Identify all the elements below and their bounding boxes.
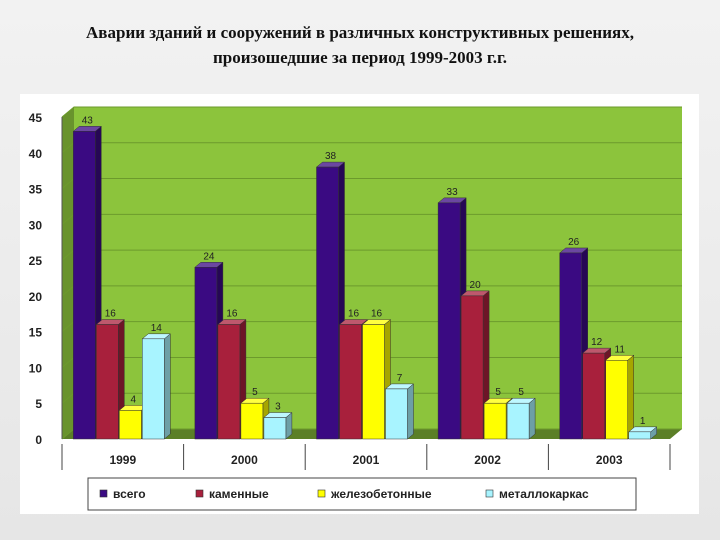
- data-label: 43: [82, 115, 94, 126]
- data-label: 38: [325, 151, 337, 162]
- legend-swatch: [317, 489, 326, 498]
- legend-label: всего: [113, 487, 146, 501]
- bar-2-0: [316, 166, 339, 440]
- legend-label: каменные: [209, 487, 269, 501]
- bar-side: [528, 397, 536, 440]
- x-tick-label: 2002: [474, 453, 501, 467]
- bar-0-1: [96, 324, 119, 440]
- data-label: 16: [226, 309, 238, 320]
- data-label: 26: [568, 237, 580, 248]
- data-label: 24: [203, 251, 215, 262]
- bar-0-3: [142, 338, 165, 440]
- side-wall: [62, 107, 74, 439]
- y-tick-label: 30: [29, 218, 43, 232]
- bar-3-0: [437, 202, 461, 440]
- data-label: 11: [615, 344, 626, 355]
- legend-swatch: [99, 489, 108, 498]
- chart-image: 0 5 10 15 20 25 30 35 40 45 43 16 4 14 1999 24 16 5 3 2000 3…: [20, 94, 699, 514]
- bar-side: [407, 383, 414, 440]
- bar-1-1: [217, 324, 241, 440]
- y-tick-label: 45: [29, 111, 43, 125]
- bar-1-2: [240, 402, 264, 440]
- bar-1-0: [194, 267, 218, 440]
- bar-4-0: [559, 252, 582, 440]
- data-label: 33: [447, 187, 459, 198]
- bar-3-1: [460, 295, 484, 440]
- data-label: 5: [518, 387, 524, 398]
- data-label: 5: [495, 387, 501, 398]
- bar-3-2: [483, 402, 507, 440]
- data-label: 16: [371, 309, 383, 320]
- y-tick-label: 0: [35, 433, 42, 447]
- bar-side: [627, 354, 634, 440]
- data-label: 3: [275, 402, 281, 413]
- data-label: 4: [131, 394, 137, 405]
- slide-title-line-2: произошедшие за период 1999-2003 г.г.: [212, 48, 508, 67]
- data-label: 20: [470, 280, 482, 291]
- bar-2-1: [339, 324, 362, 440]
- y-tick-label: 40: [29, 147, 43, 161]
- y-tick-label: 20: [29, 290, 43, 304]
- bar-0-0: [73, 131, 96, 440]
- x-tick-label: 1999: [109, 453, 136, 467]
- y-tick-label: 25: [29, 254, 43, 268]
- bar-0-2: [119, 410, 142, 440]
- data-label: 14: [151, 323, 163, 334]
- legend-label: железобетонные: [330, 487, 432, 501]
- y-tick-label: 35: [29, 183, 43, 197]
- data-label: 16: [348, 309, 360, 320]
- data-label: 12: [591, 337, 603, 348]
- x-tick-label: 2000: [231, 453, 258, 467]
- bar-3-3: [506, 402, 530, 440]
- y-tick-label: 5: [35, 397, 42, 411]
- gridline: [61, 106, 682, 118]
- legend-swatch: [485, 489, 494, 498]
- y-tick-label: 15: [29, 326, 43, 340]
- y-tick-label: 10: [29, 361, 43, 375]
- bar-side: [164, 333, 171, 440]
- x-tick-label: 2003: [596, 453, 623, 467]
- bar-4-1: [582, 352, 605, 440]
- data-label: 1: [640, 416, 646, 427]
- slide-title-line-1: Аварии зданий и сооружений в различных к…: [86, 23, 634, 42]
- legend-box: [87, 477, 637, 511]
- data-label: 16: [105, 309, 117, 320]
- data-label: 5: [252, 387, 258, 398]
- legend-label: металлокаркас: [499, 487, 589, 501]
- bar-2-3: [385, 388, 408, 440]
- bar-4-2: [605, 360, 628, 440]
- bar-1-3: [263, 417, 287, 440]
- slide-title: Аварии зданий и сооружений в различных к…: [20, 20, 700, 70]
- x-tick-label: 2001: [353, 453, 380, 467]
- bar-4-3: [628, 431, 651, 440]
- legend-swatch: [195, 489, 204, 498]
- data-label: 7: [397, 373, 403, 384]
- bar-2-2: [362, 324, 385, 440]
